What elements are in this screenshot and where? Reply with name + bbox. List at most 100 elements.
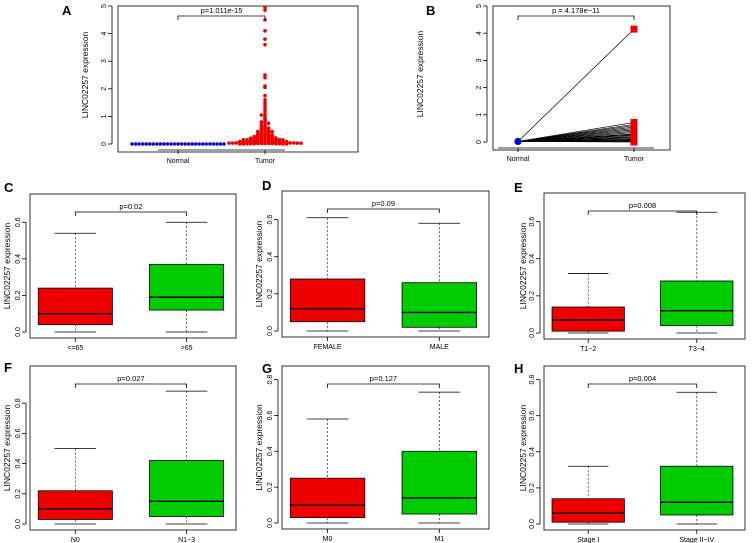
point-normal	[222, 142, 226, 146]
y-tick-label: 0.2	[267, 482, 274, 492]
y-tick-label: 0.2	[529, 291, 536, 301]
point-tumor	[259, 120, 264, 124]
plot-frame	[29, 193, 237, 339]
point-tumor	[259, 122, 264, 127]
y-tick-label: 0.6	[529, 411, 536, 421]
y-tick-label: 0.6	[15, 217, 22, 227]
point-tumor	[248, 136, 253, 141]
y-tick-label: 0.4	[15, 459, 22, 469]
point-tumor	[255, 129, 260, 134]
point-tumor	[263, 84, 267, 88]
point-tumor	[284, 139, 289, 144]
y-tick-label: 0.8	[529, 375, 536, 385]
y-axis-label: LINC02257 expression	[518, 405, 528, 492]
y-tick-label: 0.0	[267, 326, 274, 336]
y-tick-label: 5	[101, 4, 108, 8]
point-tumor	[263, 5, 267, 10]
point-normal	[186, 142, 191, 146]
box-1	[660, 465, 734, 516]
p-value-label: p=0.008	[629, 201, 656, 210]
point-tumor	[299, 141, 303, 145]
y-axis-label: LINC02257 expression	[518, 223, 528, 310]
point-tumor	[630, 138, 638, 146]
x-tick-label: Tumor	[255, 158, 276, 165]
x-tick-label: MALE	[430, 344, 449, 351]
point-normal	[130, 142, 134, 146]
point-tumor	[292, 141, 296, 145]
point-normal	[165, 142, 170, 146]
y-axis-label: LINC02257 expression	[80, 32, 90, 119]
y-tick-label: 4	[476, 31, 483, 35]
y-tick-label: 2	[476, 86, 483, 90]
y-tick-label: 3	[476, 58, 483, 62]
box-0	[551, 498, 625, 523]
point-tumor	[227, 141, 231, 145]
y-tick-label: 1	[476, 113, 483, 117]
point-tumor	[259, 131, 264, 135]
point-normal	[197, 142, 201, 146]
box-0	[37, 490, 113, 520]
plot-frame	[492, 5, 671, 151]
point-normal	[137, 142, 141, 146]
point-tumor	[259, 113, 264, 117]
pair-line	[517, 28, 635, 142]
y-tick-label: 1	[101, 114, 108, 118]
p-value-bracket	[587, 383, 698, 388]
y-tick-label: 0	[101, 142, 108, 146]
point-tumor	[263, 114, 267, 119]
point-tumor	[263, 29, 267, 33]
p-value-bracket	[517, 15, 635, 20]
y-axis-label: LINC02257 expression	[254, 221, 264, 308]
y-tick-label: 0	[476, 140, 483, 144]
panel-letter: H	[514, 361, 523, 376]
x-tick-label: Stage II−IV	[679, 537, 714, 543]
point-normal	[218, 142, 223, 146]
x-tick-label: Stage I	[577, 537, 599, 543]
point-tumor	[295, 141, 300, 145]
plot-frame	[281, 365, 490, 530]
y-axis-label: LINC02257 expression	[254, 404, 264, 491]
y-axis-label: LINC02257 expression	[415, 31, 425, 118]
point-normal	[201, 142, 205, 146]
plot-frame	[281, 190, 490, 338]
point-tumor	[263, 111, 267, 116]
point-tumor	[263, 93, 267, 98]
x-tick-label: >65	[181, 345, 193, 352]
point-tumor	[263, 98, 267, 102]
y-axis-label: LINC02257 expression	[2, 223, 12, 310]
p-value-bracket	[74, 211, 187, 216]
panel-letter: G	[262, 361, 272, 376]
panel-letter: F	[4, 360, 12, 375]
plot-frame	[543, 192, 746, 340]
point-normal	[155, 142, 159, 146]
point-tumor	[266, 121, 271, 126]
point-normal	[179, 142, 184, 146]
p-value-bracket	[327, 208, 440, 213]
panel-d: D 0.0 0.2 0.4 0.6 FEMALE MALE p=0.09 LINC02257 e…	[254, 178, 490, 351]
point-tumor	[241, 138, 246, 142]
y-tick-label: 0.2	[15, 290, 22, 300]
point-tumor	[270, 129, 275, 134]
point-tumor	[252, 134, 256, 139]
point-tumor	[266, 126, 271, 130]
y-tick-label: 0.6	[529, 217, 536, 227]
point-tumor	[263, 106, 267, 110]
box-0	[37, 287, 113, 326]
panel-letter: C	[4, 180, 14, 195]
pair-line	[517, 141, 635, 143]
box-1	[401, 282, 477, 328]
point-normal	[176, 142, 180, 146]
y-tick-label: 0.6	[267, 410, 274, 420]
panel-f: F 0.0 0.2 0.4 0.6 0.8 N0 N1−3 p=0.027 LINC02257 e…	[2, 360, 237, 543]
point-tumor	[238, 139, 242, 144]
y-tick-label: 0.4	[15, 254, 22, 264]
x-tick-label: M0	[323, 536, 333, 543]
point-tumor	[263, 8, 267, 12]
p-value-label: p=1.011e-15	[201, 6, 243, 15]
y-tick-label: 0.4	[267, 252, 274, 262]
y-tick-label: 0.6	[267, 215, 274, 225]
p-value-label: p=0.127	[370, 374, 397, 383]
point-tumor	[274, 136, 278, 140]
plot-frame	[543, 365, 746, 531]
box-0	[551, 306, 625, 332]
